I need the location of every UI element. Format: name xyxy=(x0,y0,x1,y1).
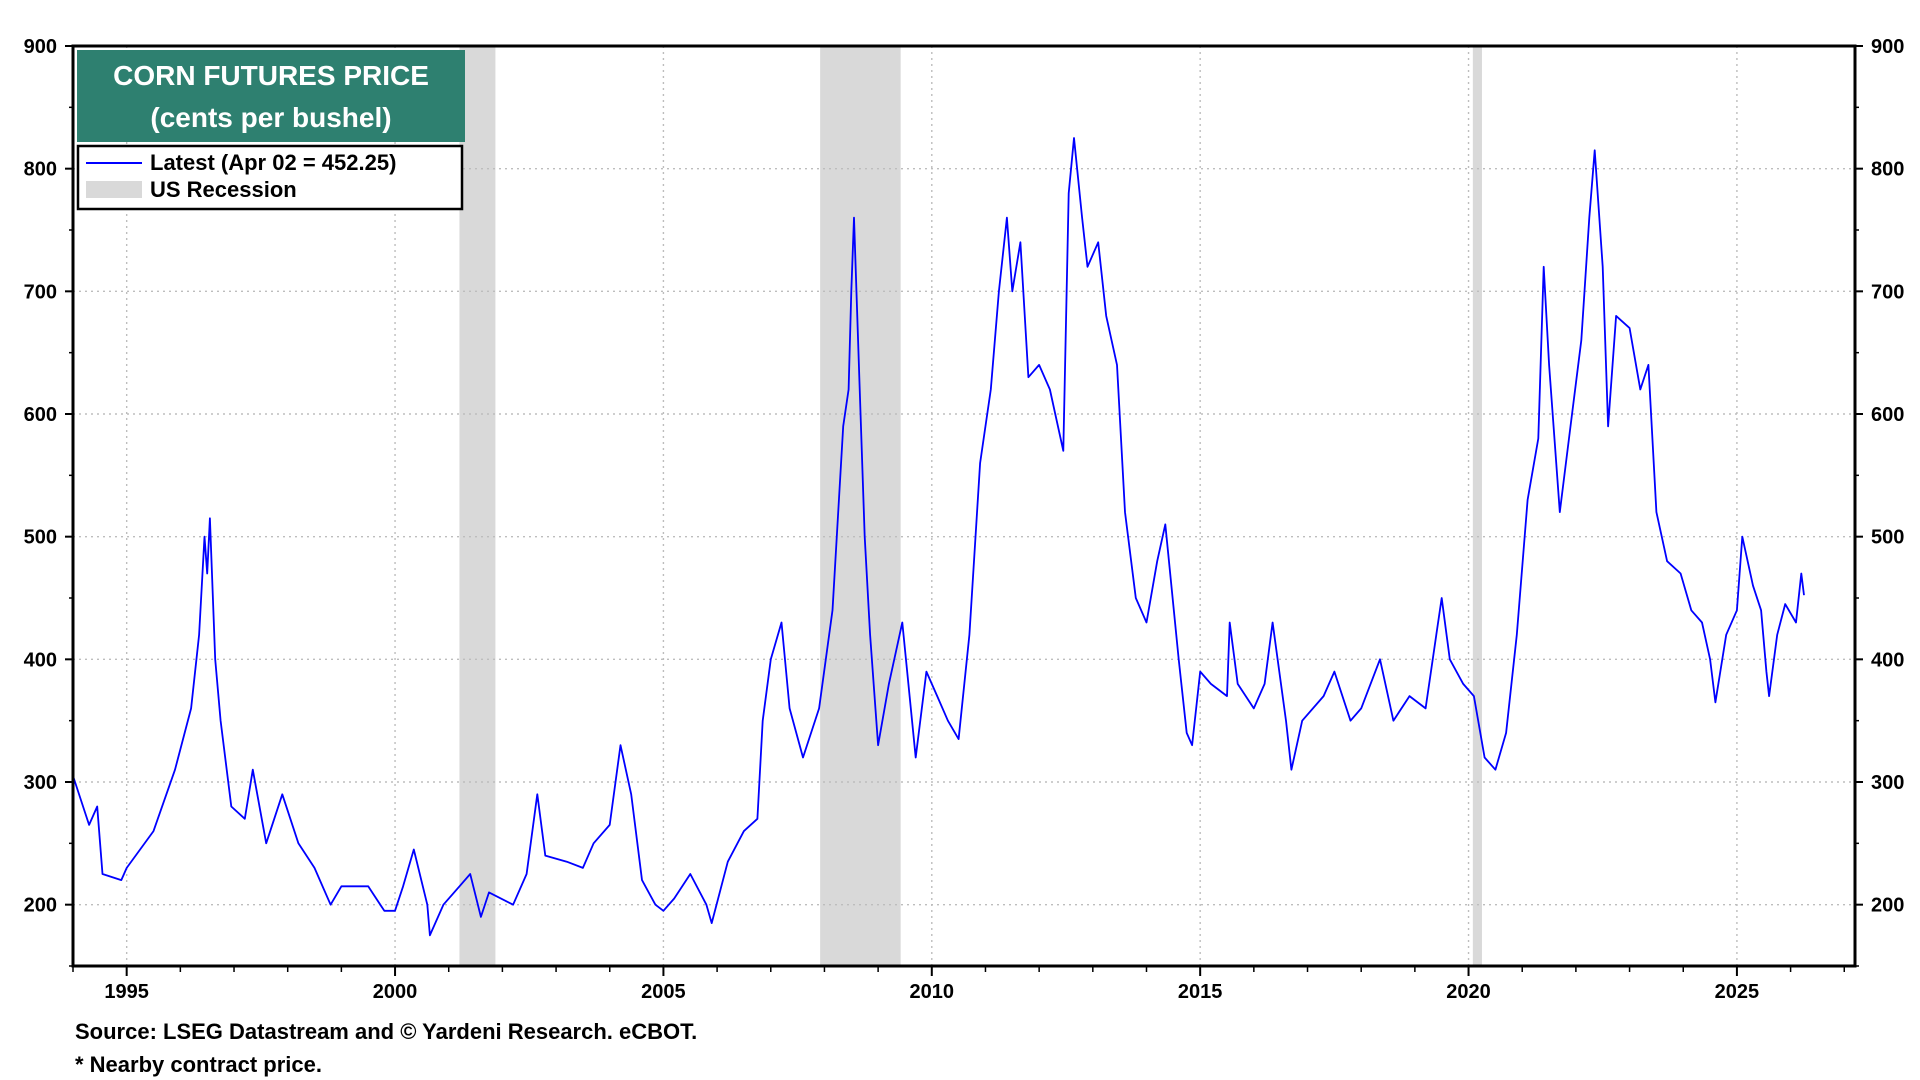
y-tick-label-left: 400 xyxy=(24,649,57,671)
axes: 200 200 300 300 400 400 500 500 600 600 700 700 800 8… xyxy=(24,36,1905,1003)
y-tick-label-left: 200 xyxy=(24,895,57,917)
chart-subtitle: (cents per bushel) xyxy=(150,102,391,133)
legend-band-swatch xyxy=(86,181,142,198)
legend-box xyxy=(76,144,464,211)
x-tick-label: 2010 xyxy=(910,981,955,1003)
y-tick-label-left: 700 xyxy=(24,281,57,303)
y-tick-label-left: 500 xyxy=(24,527,57,549)
legend: Latest (Apr 02 = 452.25) US Recession xyxy=(76,144,464,211)
y-tick-label-right: 200 xyxy=(1871,895,1904,917)
plot-frame xyxy=(71,44,1857,968)
x-tick-label: 1995 xyxy=(104,981,149,1003)
y-tick-label-left: 800 xyxy=(24,159,57,181)
y-tick-label-left: 600 xyxy=(24,404,57,426)
recession-band-2 xyxy=(820,46,901,966)
source-note: Source: LSEG Datastream and © Yardeni Re… xyxy=(75,1019,698,1044)
footnote: * Nearby contract price. xyxy=(75,1052,322,1077)
y-tick-label-right: 900 xyxy=(1871,36,1904,58)
y-tick-label-left: 900 xyxy=(24,36,57,58)
x-tick-label: 2015 xyxy=(1178,981,1223,1003)
x-tick-label: 2000 xyxy=(373,981,418,1003)
y-tick-label-right: 600 xyxy=(1871,404,1904,426)
x-tick-label: 2005 xyxy=(641,981,686,1003)
x-tick-label: 2025 xyxy=(1715,981,1760,1003)
y-tick-label-right: 800 xyxy=(1871,159,1904,181)
recession-bands xyxy=(459,46,1482,966)
series-layer xyxy=(72,137,1805,937)
y-tick-label-right: 400 xyxy=(1871,649,1904,671)
series-line-1 xyxy=(72,137,1805,937)
y-tick-label-right: 300 xyxy=(1871,772,1904,794)
recession-band-3 xyxy=(1472,46,1482,966)
y-tick-label-left: 300 xyxy=(24,772,57,794)
title-box: CORN FUTURES PRICE (cents per bushel) xyxy=(77,50,465,142)
legend-label-recession: US Recession xyxy=(150,177,297,202)
chart-title: CORN FUTURES PRICE xyxy=(113,60,429,91)
x-tick-label: 2020 xyxy=(1446,981,1491,1003)
legend-label-latest: Latest (Apr 02 = 452.25) xyxy=(150,150,396,175)
recession-band-1 xyxy=(459,46,496,966)
title-background xyxy=(77,50,465,142)
y-tick-label-right: 500 xyxy=(1871,527,1904,549)
y-tick-label-right: 700 xyxy=(1871,281,1904,303)
